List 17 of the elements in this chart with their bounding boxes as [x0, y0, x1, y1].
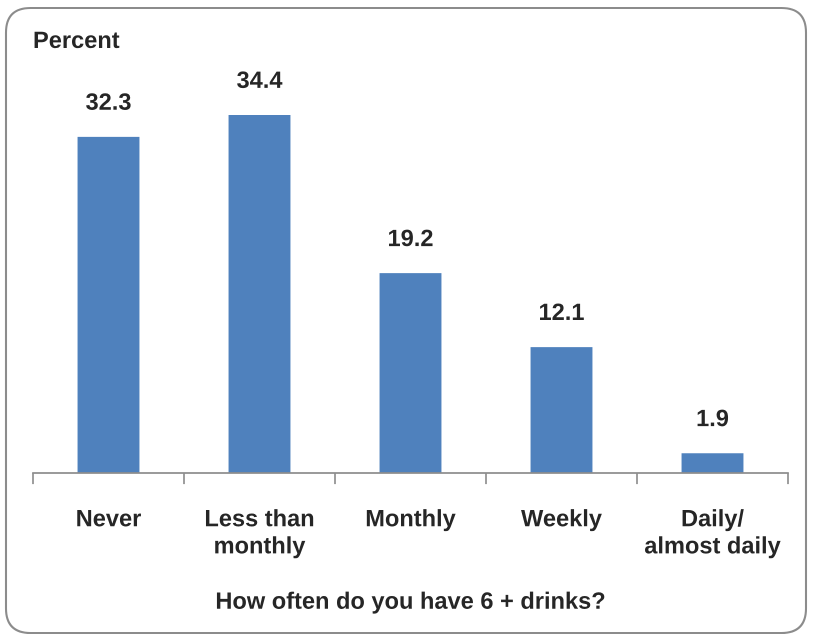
bar: [380, 273, 442, 473]
data-label: 12.1: [540, 303, 584, 320]
data-label: 1.9: [698, 410, 728, 426]
x-tick-label: Never: [77, 510, 141, 526]
data-label: 19.2: [389, 230, 433, 246]
data-label: 34.4: [237, 71, 282, 88]
bar: [682, 453, 744, 473]
x-tick-label: Weekly: [521, 509, 602, 532]
data-label: 32.3: [86, 93, 131, 110]
x-axis-title: How often do you have 6 + drinks?: [216, 592, 604, 614]
x-tick-label: Less than monthly: [206, 509, 314, 558]
x-tick-label: Daily/ almost daily: [644, 509, 781, 558]
bar: [78, 136, 140, 473]
bar: [530, 347, 592, 473]
x-tick-label: Monthly: [366, 509, 456, 532]
y-axis-title: Percent: [34, 32, 120, 48]
bar: [228, 114, 290, 473]
